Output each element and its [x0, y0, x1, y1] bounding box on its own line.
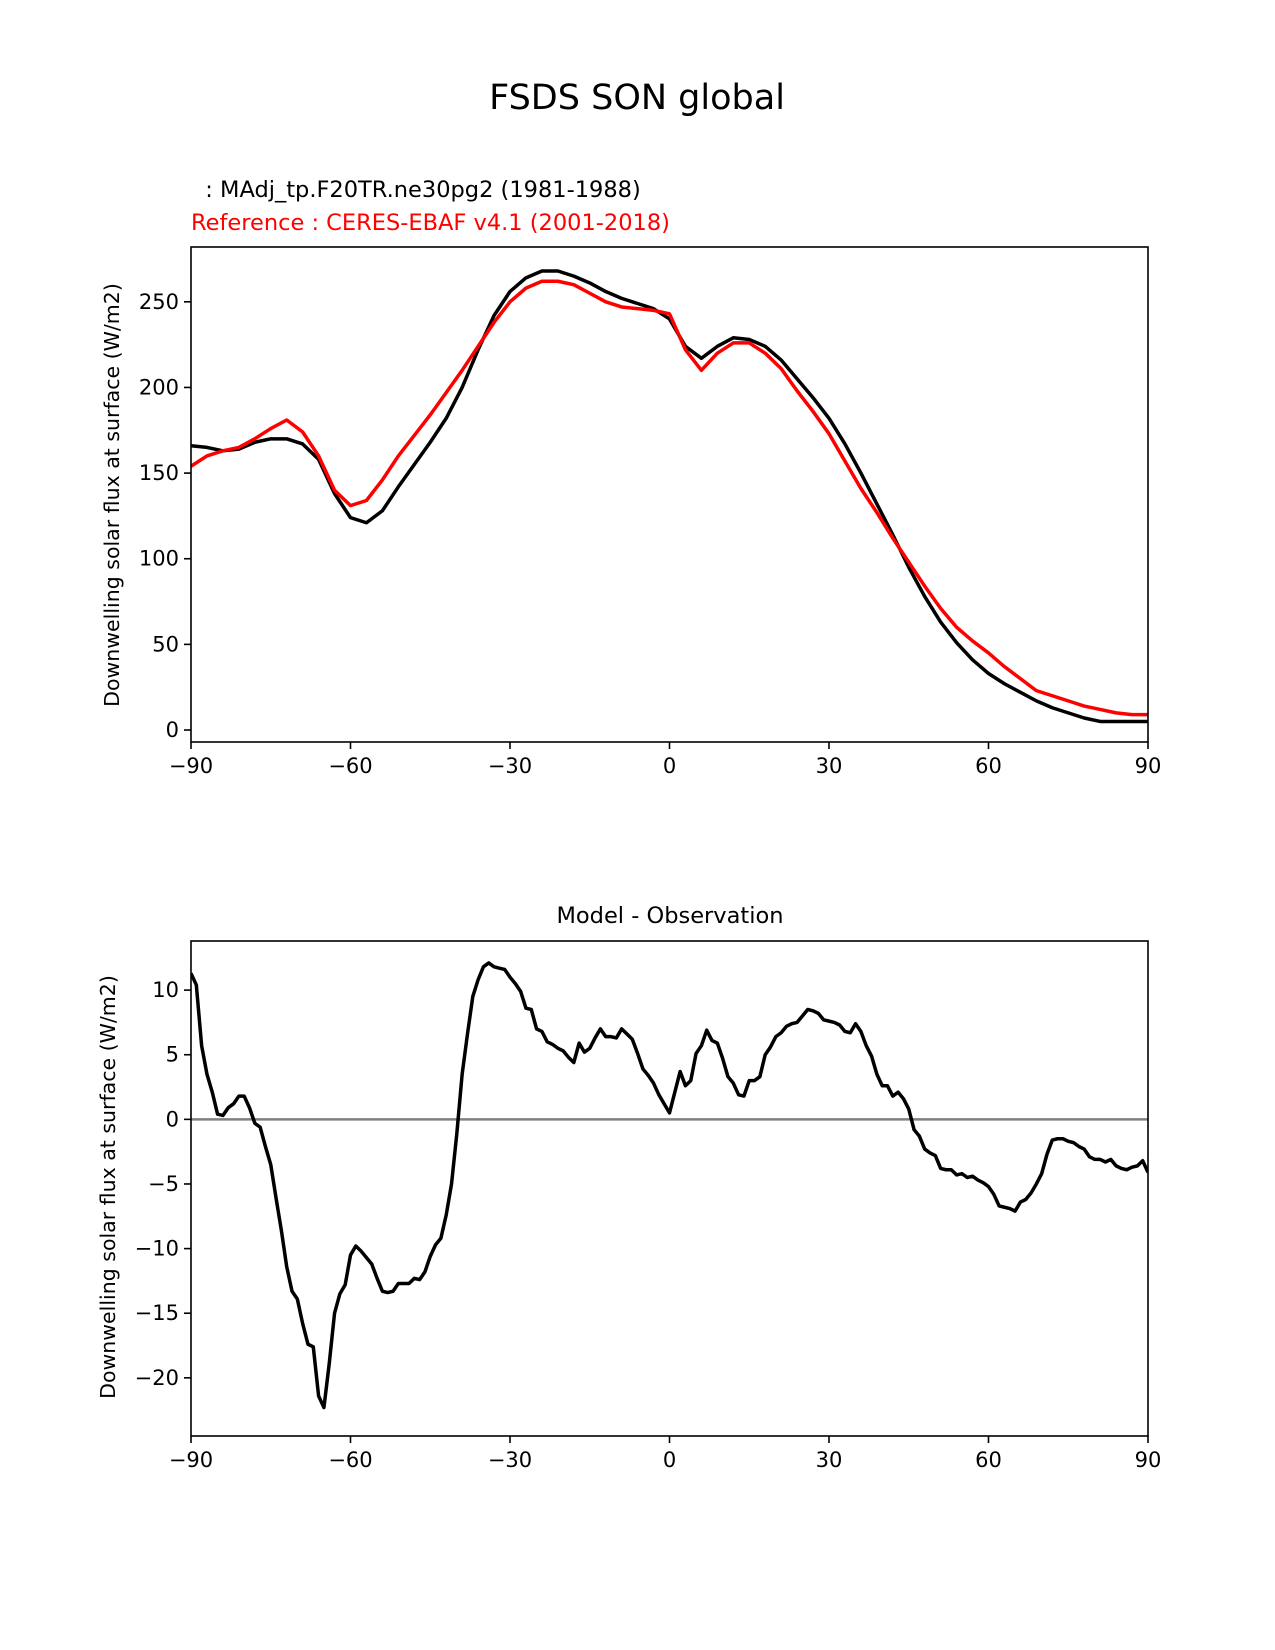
bottom-y-tick-label: −15 [135, 1301, 179, 1325]
top-y-axis-label: Downwelling solar flux at surface (W/m2) [100, 283, 124, 707]
top-series-line-reference [191, 279, 1148, 717]
top-x-tick-label: −30 [488, 754, 532, 778]
top-x-tick-label: 90 [1135, 754, 1162, 778]
top-y-tick-label: 150 [139, 461, 179, 485]
top-x-tick-label: 30 [816, 754, 843, 778]
top-series-line-model [191, 269, 1148, 724]
bottom-x-tick-label: 30 [816, 1448, 843, 1472]
bottom-x-tick-label: 0 [663, 1448, 676, 1472]
bottom-series-line-model-reference [191, 961, 1148, 1410]
top-y-tick-label: 200 [139, 375, 179, 399]
top-y-tick-label: 0 [166, 718, 179, 742]
bottom-y-tick-label: −10 [135, 1237, 179, 1261]
figure-title: FSDS SON global [489, 78, 785, 118]
top-x-tick-label: −60 [328, 754, 372, 778]
bottom-chart-title: Model - Observation [557, 903, 784, 929]
chart-top: : MAdj_tp.F20TR.ne30pg2 (1981-1988) Refe… [100, 177, 1161, 778]
bottom-y-tick-label: −20 [135, 1366, 179, 1390]
bottom-y-axis-label: Downwelling solar flux at surface (W/m2) [96, 975, 120, 1399]
top-y-tick-label: 50 [152, 632, 179, 656]
bottom-y-tick-label: −5 [148, 1172, 179, 1196]
chart-bottom: Model - Observation Downwelling solar fl… [96, 903, 1161, 1472]
legend-reference-label: Reference : CERES-EBAF v4.1 (2001-2018) [191, 210, 670, 236]
bottom-x-tick-label: 60 [975, 1448, 1002, 1472]
bottom-x-tick-label: 90 [1135, 1448, 1162, 1472]
top-x-tick-label: 60 [975, 754, 1002, 778]
bottom-y-tick-label: 0 [166, 1107, 179, 1131]
top-y-tick-label: 100 [139, 547, 179, 571]
bottom-y-tick-label: 5 [166, 1043, 179, 1067]
top-x-tick-label: −90 [169, 754, 213, 778]
top-y-tick-label: 250 [139, 290, 179, 314]
bottom-plot-area: −90 −60 −30 0 30 60 90 10 5 0 −5 −10 −15 −20 [135, 940, 1162, 1472]
bottom-x-tick-label: −90 [169, 1448, 213, 1472]
legend-model-label: : MAdj_tp.F20TR.ne30pg2 (1981-1988) [191, 177, 641, 203]
bottom-y-tick-label: 10 [152, 978, 179, 1002]
bottom-plot-frame [190, 940, 1149, 1437]
bottom-x-tick-label: −60 [328, 1448, 372, 1472]
top-x-tick-label: 0 [663, 754, 676, 778]
bottom-x-tick-label: −30 [488, 1448, 532, 1472]
top-plot-area: −90 −60 −30 0 30 60 90 0 50 100 150 200 250 [139, 246, 1162, 778]
